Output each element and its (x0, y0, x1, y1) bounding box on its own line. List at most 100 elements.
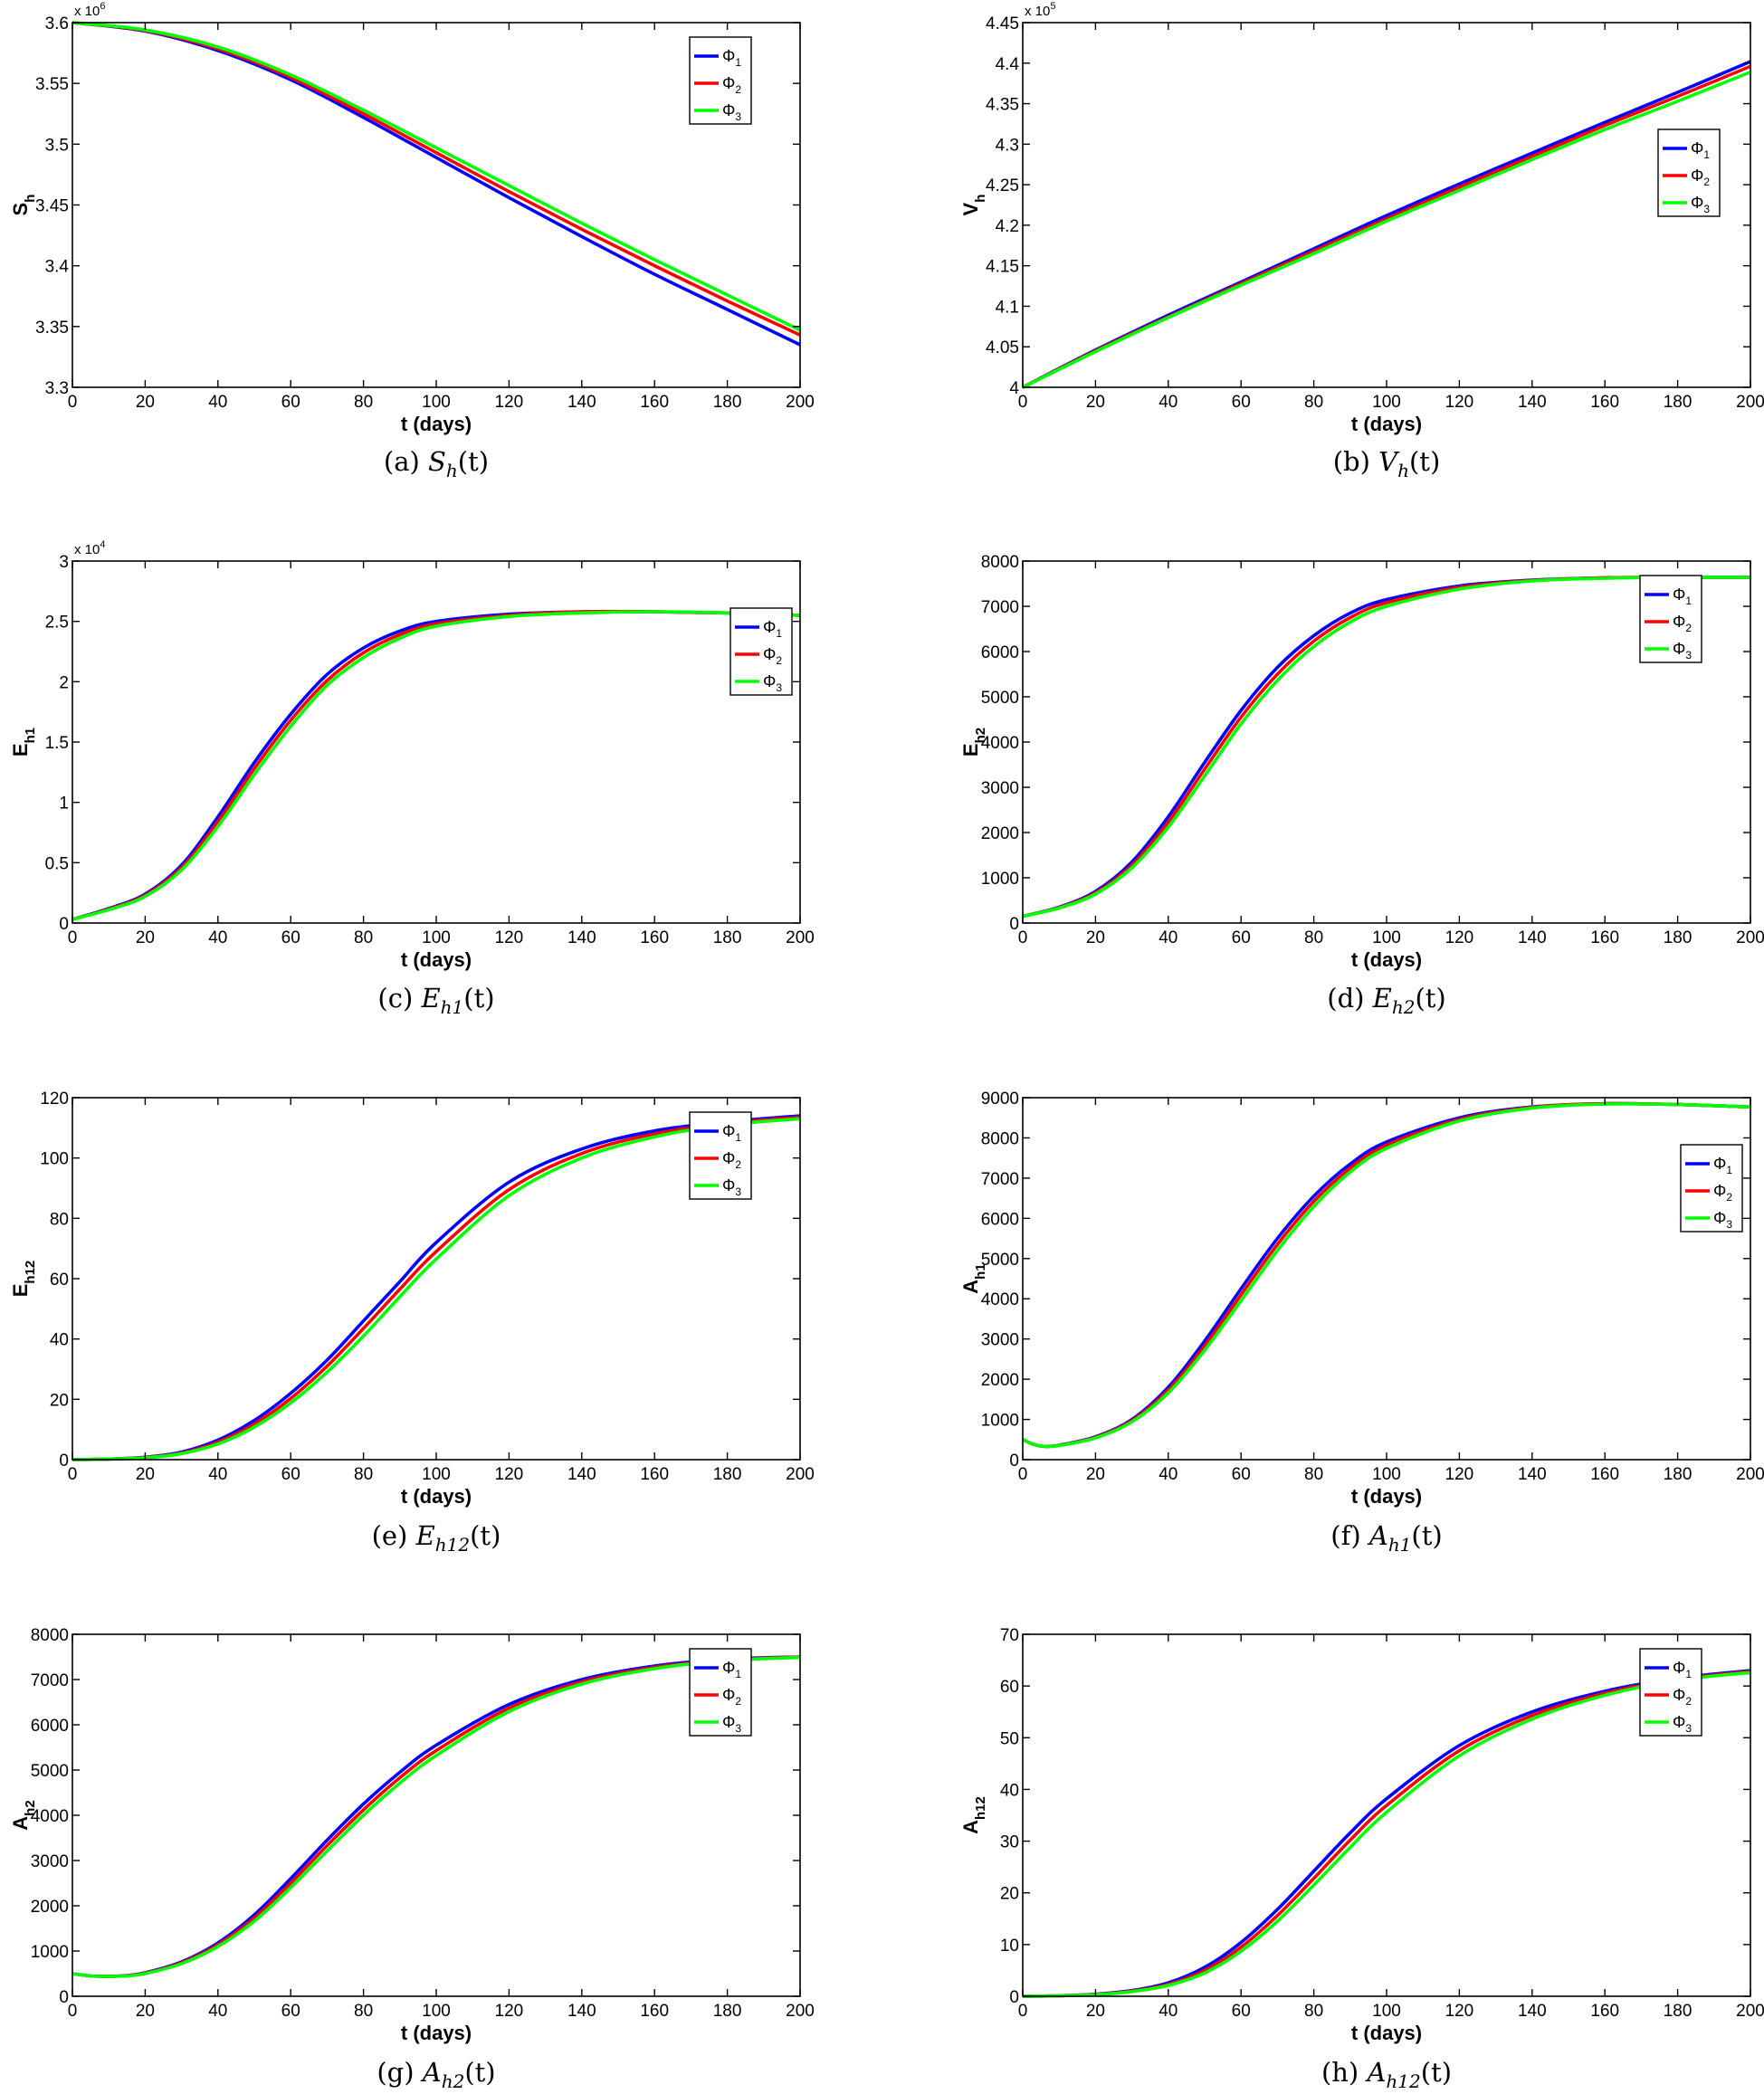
legend-label-phi3: Φ3 (722, 101, 741, 123)
x-tick-label: 0 (68, 2002, 78, 2021)
y-tick-label: 8000 (981, 553, 1019, 572)
y-tick-label: 40 (1000, 1781, 1019, 1800)
y-tick-label: 3.35 (35, 319, 69, 338)
panel-a: 0 20 40 60 80 100 120 140 160 180 200 3.3 3.35 3.4 3.4… (9, 1, 815, 481)
caption-e: (e) Eh12(t) (372, 1520, 501, 1556)
x-tick-label: 180 (1664, 928, 1692, 947)
x-tick-label: 140 (1518, 393, 1547, 412)
y-tick-label: 40 (50, 1331, 69, 1350)
y-tick-label: 20 (50, 1391, 69, 1410)
series-group-d (1023, 576, 1750, 919)
series-group-h (1023, 1669, 1750, 1998)
x-tick-label: 100 (422, 393, 451, 412)
series-line-phi3 (72, 21, 800, 332)
x-tick-label: 20 (136, 928, 155, 947)
legend-label-phi2: Φ2 (722, 1686, 741, 1708)
x-tick-label: 0 (1018, 2002, 1028, 2021)
legend: Φ1 Φ2 Φ3 (1657, 128, 1721, 217)
panel-h: 0 20 40 60 80 100 120 140 160 180 200 0 10 20 30 40 50 60… (959, 1626, 1764, 2092)
y-tick-label: 5000 (31, 1762, 69, 1781)
legend-label-phi1: Φ1 (1691, 139, 1710, 161)
legend-label-phi3: Φ3 (1673, 640, 1692, 662)
panel-f: 0 20 40 60 80 100 120 140 160 180 2000100020003000… (959, 1090, 1764, 1556)
y-tick-label: 1000 (981, 870, 1019, 889)
x-tick-label: 160 (640, 1465, 669, 1484)
legend-label-phi1: Φ1 (1673, 585, 1692, 607)
caption-f: (f) Ah1(t) (1330, 1520, 1442, 1556)
x-tick-label: 120 (1445, 928, 1474, 947)
series-line-phi3 (72, 610, 800, 921)
legend-label-phi2: Φ2 (1673, 1686, 1692, 1708)
y-tick-label: 7000 (981, 598, 1019, 617)
x-tick-label: 80 (354, 393, 373, 412)
x-tick-label: 0 (68, 1465, 78, 1484)
legend: Φ1 Φ2 Φ3 (729, 607, 793, 696)
x-tick-label: 20 (1086, 928, 1105, 947)
x-tick-label: 100 (1372, 2002, 1401, 2021)
y-tick-label: 4.4 (996, 55, 1020, 74)
y-tick-label: 7000 (981, 1170, 1019, 1189)
y-tick-label: 0 (1009, 1988, 1019, 2007)
legend-label-phi3: Φ3 (722, 1713, 741, 1735)
series-line-phi3 (1023, 1670, 1750, 1998)
x-tick-label: 20 (1086, 1465, 1105, 1484)
x-tick-label: 20 (136, 2002, 155, 2021)
x-tick-label: 60 (281, 1465, 300, 1484)
y-axis-label: Eh12 (9, 1261, 38, 1298)
x-tick-label: 80 (354, 1465, 373, 1484)
y-tick-label: 1000 (981, 1412, 1019, 1431)
legend-box (1657, 128, 1721, 217)
y-tick-label: 2 (59, 673, 69, 692)
y-tick-label: 1000 (31, 1943, 69, 1962)
caption-a: (a) Sh(t) (384, 446, 489, 481)
series-line-phi3 (1023, 1102, 1750, 1449)
y-tick-label: 3 (59, 553, 69, 572)
legend-label-phi1: Φ1 (1673, 1659, 1692, 1680)
y-tick-label: 0 (1009, 915, 1019, 934)
caption-d: (d) Eh2(t) (1327, 983, 1446, 1018)
panel-c: 0 20 40 60 80 100 120 140 160 180 200 0 0.5 1 1.5 2 2.5 3… (9, 539, 815, 1018)
legend: Φ1 Φ2 Φ3 (1639, 1648, 1702, 1737)
x-tick-label: 120 (1445, 1465, 1474, 1484)
y-tick-label: 5000 (981, 1251, 1019, 1270)
series-line-phi1 (72, 609, 800, 921)
y-axis-label: Eh1 (9, 728, 38, 757)
y-tick-label: 4 (1009, 379, 1019, 398)
series-line-phi3 (72, 1655, 800, 1978)
legend-label-phi1: Φ1 (722, 1659, 741, 1680)
y-axis-label: Ah12 (959, 1796, 988, 1834)
caption-h: (h) Ah12(t) (1321, 2057, 1452, 2092)
legend-label-phi1: Φ1 (722, 1122, 741, 1144)
caption-g: (g) Ah2(t) (377, 2057, 495, 2092)
x-tick-label: 20 (136, 1465, 155, 1484)
x-axis-label: t (days) (401, 413, 472, 435)
x-tick-label: 160 (1590, 393, 1619, 412)
series-group-c (72, 609, 800, 921)
x-tick-label: 60 (281, 393, 300, 412)
series-line-phi3 (72, 1117, 800, 1461)
y-tick-label: 2000 (31, 1898, 69, 1917)
x-tick-label: 140 (1518, 2002, 1547, 2021)
x-tick-label: 60 (1232, 2002, 1251, 2021)
x-tick-label: 180 (713, 928, 742, 947)
legend-label-phi3: Φ3 (1673, 1713, 1692, 1735)
x-tick-label: 0 (1018, 393, 1028, 412)
y-tick-label: 30 (1000, 1833, 1019, 1852)
x-axis-label: t (days) (401, 2022, 472, 2044)
y-axis-label: Sh (9, 195, 38, 216)
y-tick-label: 4.1 (996, 298, 1019, 317)
x-axis-label: t (days) (1351, 413, 1422, 435)
x-tick-label: 100 (1372, 393, 1401, 412)
series-group-b (1023, 60, 1750, 389)
caption-b: (b) Vh(t) (1333, 446, 1441, 481)
y-tick-label: 20 (1000, 1885, 1019, 1904)
legend-label-phi2: Φ2 (722, 74, 741, 96)
x-tick-label: 60 (281, 928, 300, 947)
x-tick-label: 200 (786, 2002, 815, 2021)
x-tick-label: 120 (1445, 2002, 1474, 2021)
series-group-e (72, 1114, 800, 1461)
x-tick-label: 80 (1304, 393, 1323, 412)
legend-label-phi2: Φ2 (722, 1149, 741, 1171)
x-tick-label: 60 (1232, 1465, 1251, 1484)
series-line-phi3 (1023, 576, 1750, 919)
